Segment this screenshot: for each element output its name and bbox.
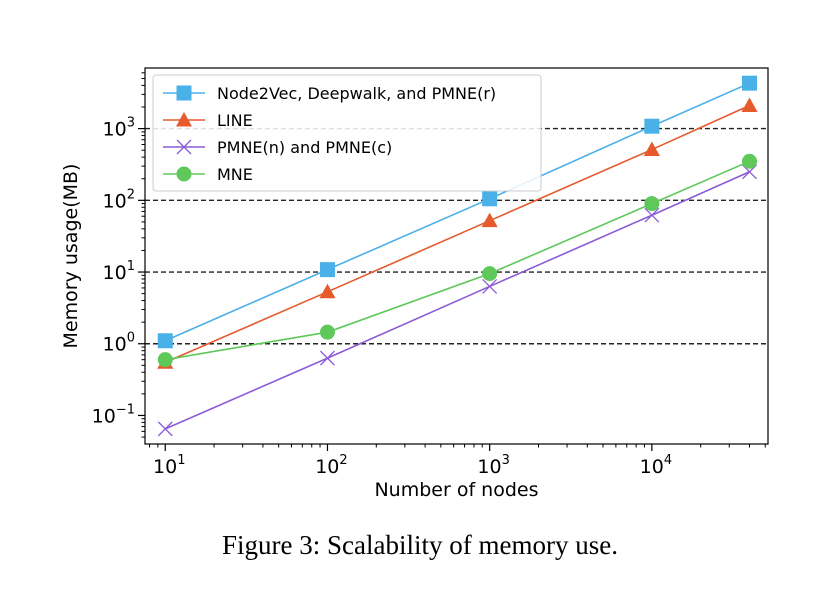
- y-tick-label: 102: [103, 187, 135, 212]
- data-point-series-1: [319, 262, 335, 278]
- data-point-series-1: [742, 75, 758, 91]
- data-point-series-3: [157, 421, 173, 437]
- data-point-series-1: [644, 118, 660, 134]
- data-point-series-4: [157, 352, 173, 368]
- data-point-series-3: [644, 207, 660, 223]
- legend-box: [152, 74, 542, 192]
- legend-label: LINE: [217, 111, 253, 130]
- data-point-series-2: [481, 212, 498, 228]
- data-point-series-4: [319, 324, 335, 340]
- data-point-series-2: [741, 97, 758, 112]
- plot-frame: [144, 67, 769, 445]
- data-point-series-2: [643, 141, 660, 157]
- data-point-series-3: [320, 350, 335, 366]
- data-point-series-2: [319, 283, 336, 299]
- x-axis-label: Number of nodes: [374, 479, 538, 501]
- legend-label: Node2Vec, Deepwalk, and PMNE(r): [217, 84, 496, 103]
- data-point-series-3: [482, 278, 498, 294]
- x-tick-label: 103: [477, 453, 509, 478]
- y-tick-label: 103: [103, 116, 135, 141]
- y-tick-label: 10−1: [92, 402, 135, 427]
- series-line-3: [164, 171, 750, 430]
- x-tick-label: 104: [640, 453, 672, 478]
- legend-label: MNE: [217, 165, 253, 184]
- legend-marker: [176, 85, 192, 101]
- y-tick-label: 100: [103, 331, 135, 356]
- legend-marker: [176, 139, 192, 155]
- data-point-series-1: [482, 191, 498, 207]
- figure-caption: Figure 3: Scalability of memory use.: [222, 530, 618, 560]
- data-point-series-1: [157, 333, 173, 349]
- data-point-series-4: [644, 196, 660, 212]
- y-axis-label: Memory usage(MB): [60, 164, 82, 349]
- x-tick-label: 101: [153, 453, 185, 478]
- y-tick-label: 101: [103, 259, 135, 284]
- memory-chart: 10−1 100 101 102 103 101 102 103 104 Number of no…: [60, 67, 769, 501]
- legend-label: PMNE(n) and PMNE(c): [217, 138, 392, 157]
- x-tick-label: 102: [315, 453, 347, 478]
- legend-marker: [176, 166, 192, 182]
- data-point-series-4: [482, 266, 498, 282]
- data-point-series-4: [742, 153, 758, 169]
- legend-marker: [175, 111, 193, 127]
